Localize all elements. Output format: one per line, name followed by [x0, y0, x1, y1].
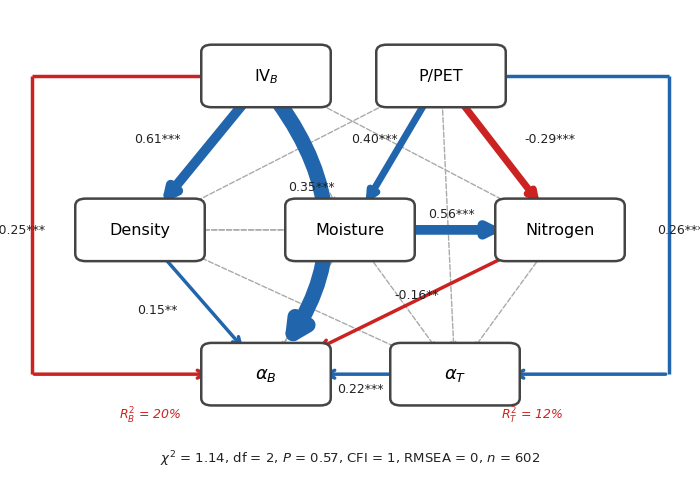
Text: $\alpha_T$: $\alpha_T$ — [444, 365, 466, 384]
Text: $R_T^2$ = 12%: $R_T^2$ = 12% — [500, 405, 564, 425]
FancyBboxPatch shape — [286, 199, 414, 262]
Text: P/PET: P/PET — [419, 69, 463, 84]
FancyBboxPatch shape — [377, 46, 505, 108]
Text: 0.26***: 0.26*** — [657, 224, 700, 237]
FancyBboxPatch shape — [202, 343, 330, 406]
Text: IV$_B$: IV$_B$ — [253, 68, 279, 86]
Text: -0.25***: -0.25*** — [0, 224, 46, 237]
FancyBboxPatch shape — [496, 199, 624, 262]
Text: $\chi^2$ = 1.14, df = 2, $P$ = 0.57, CFI = 1, RMSEA = 0, $n$ = 602: $\chi^2$ = 1.14, df = 2, $P$ = 0.57, CFI… — [160, 449, 540, 468]
Text: 0.35***: 0.35*** — [288, 180, 335, 194]
Text: Moisture: Moisture — [316, 223, 384, 238]
Text: Density: Density — [109, 223, 171, 238]
Text: $\alpha_B$: $\alpha_B$ — [255, 365, 277, 384]
FancyBboxPatch shape — [76, 199, 204, 262]
Text: Nitrogen: Nitrogen — [525, 223, 595, 238]
Text: 0.56***: 0.56*** — [428, 207, 475, 220]
Text: $R_B^2$ = 20%: $R_B^2$ = 20% — [119, 405, 182, 425]
Text: -0.16**: -0.16** — [394, 288, 439, 302]
Text: 0.22***: 0.22*** — [337, 382, 384, 396]
FancyBboxPatch shape — [391, 343, 519, 406]
Text: -0.29***: -0.29*** — [524, 132, 575, 146]
Text: 0.40***: 0.40*** — [351, 132, 398, 146]
FancyBboxPatch shape — [202, 46, 330, 108]
Text: 0.15**: 0.15** — [137, 303, 178, 316]
Text: 0.61***: 0.61*** — [134, 132, 181, 146]
